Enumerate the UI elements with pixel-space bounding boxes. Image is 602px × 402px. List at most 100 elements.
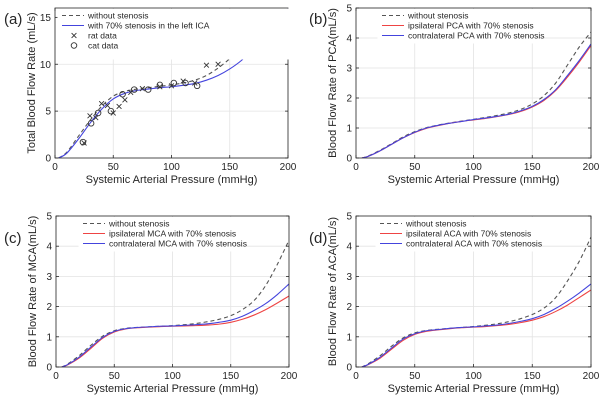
x-tick-label: 200 (280, 162, 297, 173)
rat-data-point (116, 103, 122, 110)
rat-data-point (203, 62, 210, 68)
panel-label: (a) (4, 11, 22, 28)
x-tick-label: 0 (353, 162, 359, 173)
x-tick-label: 150 (222, 371, 239, 382)
panel-label: (c) (4, 230, 22, 247)
chart-panel-4: 0 50 100 150 200 0 1 2 3 4 5 Systemic Arterial Pres… (309, 212, 600, 396)
legend-box (57, 8, 297, 60)
chart-panel-1: 0 50 100 150 200 0 5 10 15 Systemic Arterial Pres… (4, 7, 297, 186)
x-tick-label: 150 (524, 371, 541, 382)
cat-data-point (170, 79, 178, 87)
cat-data-point (144, 86, 152, 93)
rat-data-point (104, 102, 111, 109)
rat-data-point (168, 83, 175, 89)
legend-marker-o (70, 42, 78, 49)
rat-data-point (87, 113, 93, 119)
legend-label-3: contralateral ACA with 70% stenosis (406, 239, 542, 249)
legend-box (78, 216, 239, 252)
x-tick-label: 200 (583, 371, 600, 382)
x-tick-label: 50 (409, 371, 421, 382)
y-tick-label: 2 (346, 302, 352, 313)
x-tick-label: 200 (281, 371, 298, 382)
cat-data-point (107, 107, 115, 115)
y-tick-label: 10 (40, 60, 52, 71)
legend-marker-x (71, 32, 77, 39)
x-tick-label: 50 (108, 162, 120, 173)
rat-data-point (122, 97, 128, 103)
legend-label-1: without stenosis (407, 11, 468, 21)
x-tick-label: 0 (52, 162, 58, 173)
y-tick-label: 1 (346, 124, 352, 135)
y-tick-label: 2 (46, 302, 52, 313)
x-tick-label: 50 (109, 371, 121, 382)
y-axis-label: Blood Flow Rate of MCA(mL/s) (27, 216, 39, 368)
series-group (361, 236, 591, 367)
cat-data-point (130, 86, 138, 93)
y-tick-label: 3 (346, 272, 352, 283)
x-tick-label: 150 (524, 162, 541, 173)
chart-panel-2: 0 50 100 150 200 0 1 2 3 4 5 Systemic Arterial Pres… (309, 4, 600, 187)
series-group (361, 31, 591, 158)
cat-data-point (156, 81, 164, 89)
rat-data-point (157, 84, 163, 90)
x-tick-label: 0 (53, 371, 59, 382)
legend-sample-4 (70, 42, 78, 49)
rat-data-point (139, 85, 146, 92)
legend-box (375, 216, 536, 252)
cat-data-point (193, 82, 201, 90)
series-line-3 (61, 283, 289, 367)
x-tick-label: 100 (465, 162, 482, 173)
legend-label-1: without stenosis (87, 11, 148, 21)
y-tick-label: 3 (46, 272, 52, 283)
legend-label-2: with 70% stenosis in the left ICA (87, 21, 210, 31)
cat-data-point (119, 90, 126, 98)
rat-data-point (128, 89, 134, 96)
series-group (61, 239, 289, 367)
cat-data-point (94, 109, 102, 117)
legend-label-1: without stenosis (405, 219, 466, 229)
cat-data-point (182, 79, 189, 87)
x-axis-label: Systemic Arterial Pressure (mmHg) (388, 383, 560, 395)
x-tick-label: 100 (163, 162, 180, 173)
legend-label-2: ipsilateral PCA with 70% stenosis (408, 21, 534, 31)
y-tick-label: 0 (346, 363, 352, 374)
y-axis-label: Blood Flow Rate of PCA(mL/s) (327, 8, 339, 158)
x-tick-label: 100 (465, 371, 482, 382)
y-axis-label: Total Blood Flow Rate (mL/s) (26, 12, 38, 153)
legend-label-2: ipsilateral ACA with 70% stenosis (406, 229, 531, 239)
legend-label-3: contralateral MCA with 70% stenosis (109, 239, 247, 249)
y-axis-label: Blood Flow Rate of ACA(mL/s) (327, 217, 339, 366)
panel-label: (b) (309, 11, 327, 28)
series-line-3 (361, 43, 591, 158)
y-tick-label: 1 (346, 332, 352, 343)
rat-data-point (192, 80, 198, 86)
y-tick-label: 3 (346, 64, 352, 75)
panel-label: (d) (309, 230, 327, 247)
x-tick-label: 50 (409, 162, 421, 173)
legend-label-4: cat data (88, 41, 119, 51)
x-tick-label: 150 (221, 162, 238, 173)
y-tick-label: 5 (46, 212, 52, 223)
y-tick-label: 2 (346, 94, 352, 105)
series-line-3 (361, 283, 591, 367)
x-axis-label: Systemic Arterial Pressure (mmHg) (87, 383, 259, 395)
x-tick-label: 0 (353, 371, 359, 382)
cat-data-point (79, 138, 87, 146)
x-tick-label: 200 (583, 162, 600, 173)
y-tick-label: 15 (40, 13, 52, 24)
y-tick-label: 4 (346, 242, 352, 253)
y-tick-label: 5 (346, 212, 352, 223)
legend-label-1: without stenosis (108, 219, 169, 229)
y-tick-label: 0 (346, 154, 352, 165)
rat-data-point (215, 61, 221, 67)
legend-label-3: contralateral PCA with 70% stenosis (408, 31, 545, 41)
legend-sample-3 (71, 32, 77, 39)
rat-data-point (98, 100, 105, 107)
y-tick-label: 0 (45, 154, 51, 165)
x-axis-label: Systemic Arterial Pressure (mmHg) (86, 174, 258, 186)
y-tick-label: 1 (46, 332, 52, 343)
